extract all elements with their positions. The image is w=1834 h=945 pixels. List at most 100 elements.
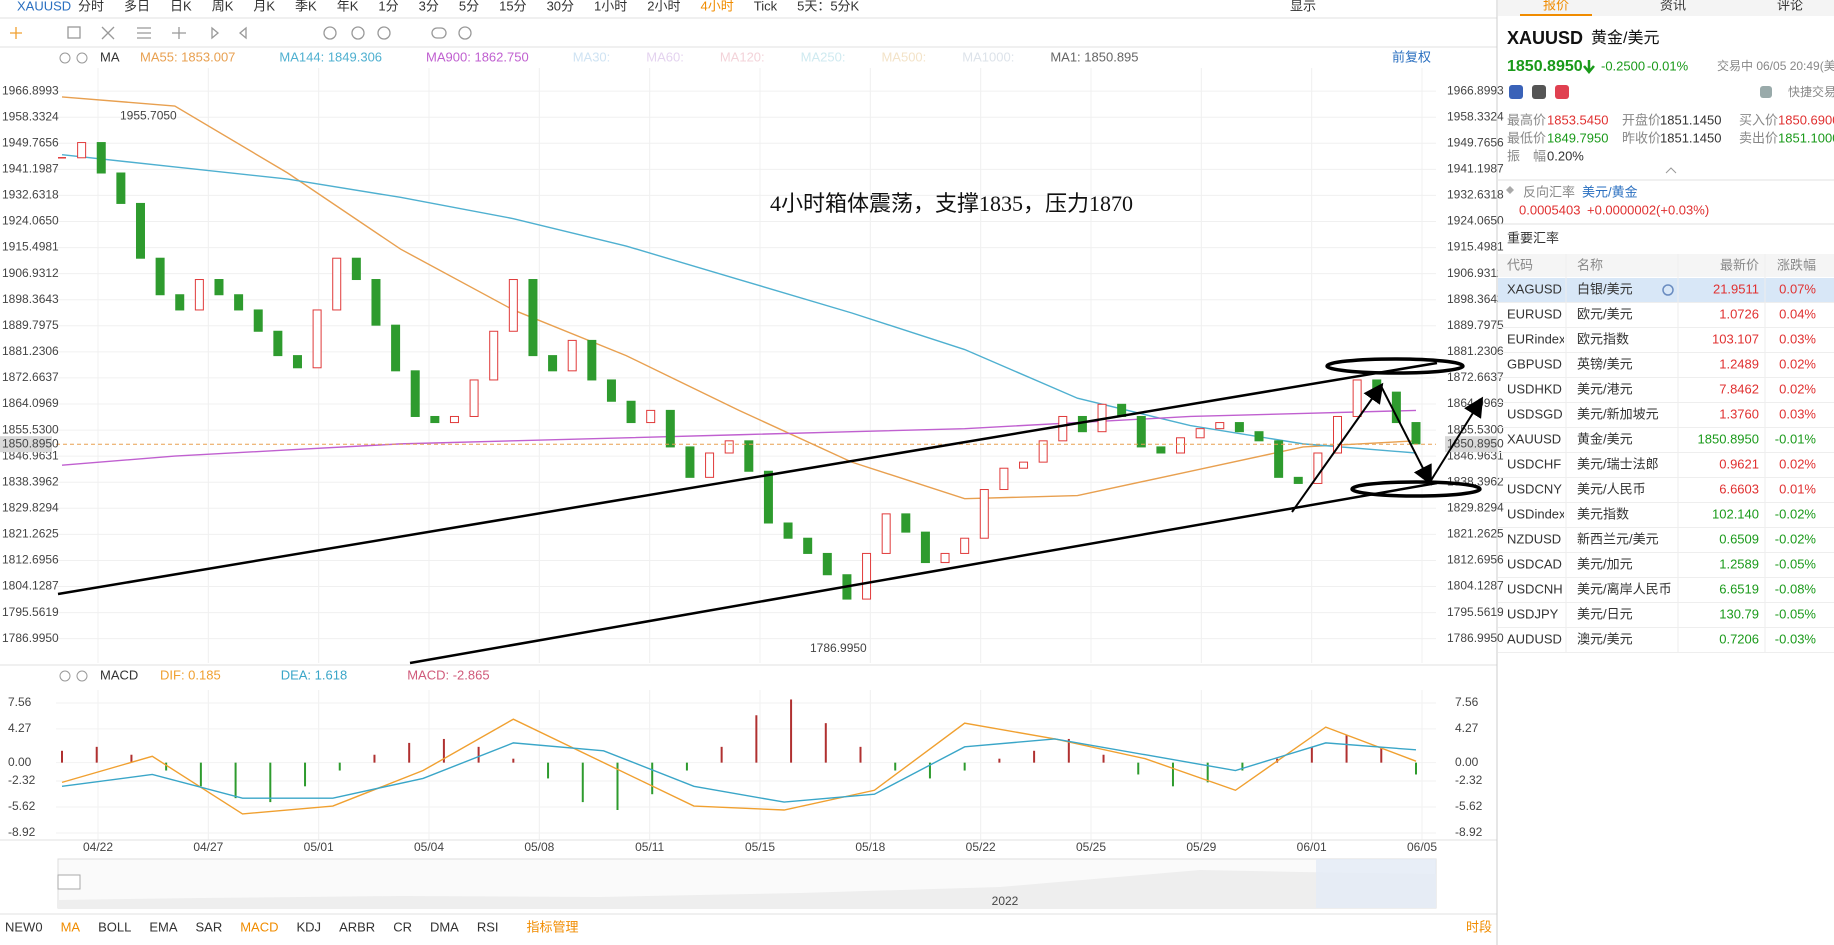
period-tab[interactable]: 5分 (459, 0, 479, 13)
code-cell[interactable]: AUDUSD (1507, 631, 1562, 646)
tool-icon[interactable] (323, 26, 337, 40)
indicator-tab[interactable]: RSI (477, 919, 499, 934)
adjust-button[interactable]: 前复权 (1392, 49, 1431, 64)
name-cell[interactable]: 英镑/美元 (1577, 356, 1633, 371)
code-cell[interactable]: NZDUSD (1507, 531, 1561, 546)
period-tab[interactable]: 1分 (378, 0, 398, 13)
name-cell[interactable]: 美元/新加坡元 (1577, 406, 1659, 421)
indicator-tab[interactable]: CR (393, 919, 412, 934)
legend-item[interactable]: MA1: 1850.895 (1050, 49, 1138, 64)
period-tab[interactable]: 2小时 (647, 0, 680, 13)
legend-item[interactable]: MA60: (646, 49, 684, 64)
period-tab[interactable]: 多日 (124, 0, 150, 13)
name-cell[interactable]: 美元/港元 (1577, 381, 1633, 396)
code-cell[interactable]: USDCHF (1507, 456, 1561, 471)
name-cell[interactable]: 白银/美元 (1577, 281, 1633, 296)
name-cell[interactable]: 新西兰元/美元 (1577, 531, 1659, 546)
code-cell[interactable]: USDindex (1507, 506, 1566, 521)
tool-icon[interactable] (351, 26, 365, 40)
inverse-pair[interactable]: 美元/黄金 (1582, 184, 1638, 199)
tool-icon[interactable] (101, 26, 115, 40)
name-cell[interactable]: 欧元指数 (1577, 331, 1629, 346)
tool-icon[interactable] (431, 27, 447, 39)
name-cell[interactable]: 美元/日元 (1577, 606, 1633, 621)
legend-item[interactable]: MA500: (881, 49, 926, 64)
period-tab[interactable]: 月K (253, 0, 275, 13)
period-tab[interactable]: 3分 (419, 0, 439, 13)
code-cell[interactable]: USDHKD (1507, 381, 1562, 396)
navigator-window[interactable] (1316, 859, 1436, 908)
period-tab[interactable]: 季K (295, 0, 317, 13)
period-tab[interactable]: 年K (337, 0, 359, 13)
tool-icon[interactable] (137, 27, 151, 39)
tool-icon[interactable] (377, 26, 391, 40)
legend-item[interactable]: MA30: (573, 49, 611, 64)
period-tab[interactable]: 周K (212, 0, 234, 13)
indicator-tab[interactable]: SAR (195, 919, 222, 934)
icon[interactable] (1760, 86, 1772, 98)
code-cell[interactable]: USDJPY (1507, 606, 1559, 621)
name-cell[interactable]: 欧元/美元 (1577, 306, 1633, 321)
indicator-tab[interactable]: EMA (149, 919, 178, 934)
code-cell[interactable]: EURindex (1507, 331, 1566, 346)
tab[interactable]: 评论 (1777, 0, 1803, 12)
indicator-manage[interactable]: 指标管理 (527, 919, 579, 934)
x-tick-label: 05/08 (524, 840, 554, 854)
indicator-tab[interactable]: DMA (430, 919, 459, 934)
indicator-tab[interactable]: MA (61, 919, 81, 934)
legend-item[interactable]: MA250: (801, 49, 846, 64)
code-cell[interactable]: GBPUSD (1507, 356, 1562, 371)
visibility-icon[interactable] (76, 52, 88, 64)
indicator-tab[interactable]: MACD (240, 919, 278, 934)
collapse-icon[interactable] (1665, 167, 1677, 174)
name-cell[interactable]: 美元/离岸人民币 (1577, 581, 1672, 596)
period-tab[interactable]: 分时 (78, 0, 104, 13)
price-cell: 21.9511 (1713, 281, 1759, 296)
name-cell[interactable]: 澳元/美元 (1577, 631, 1633, 646)
quick-trade[interactable]: 快捷交易 (1788, 84, 1834, 99)
code-cell[interactable]: USDCNH (1507, 581, 1563, 596)
indicator-tab[interactable]: BOLL (98, 919, 131, 934)
name-cell[interactable]: 美元/瑞士法郎 (1577, 456, 1659, 471)
period-tab[interactable]: 日K (170, 0, 192, 13)
period-tab[interactable]: Tick (754, 0, 778, 13)
period-tab[interactable]: 15分 (499, 0, 526, 13)
code-cell[interactable]: EURUSD (1507, 306, 1562, 321)
period-tab[interactable]: 5天：5分K (797, 0, 859, 13)
legend-item[interactable]: MA120: (720, 49, 765, 64)
display-menu[interactable]: 显示 (1290, 0, 1316, 13)
code-cell[interactable]: USDCAD (1507, 556, 1562, 571)
icon[interactable] (1555, 85, 1569, 99)
tool-icon[interactable] (211, 26, 247, 40)
tool-icon[interactable] (10, 27, 22, 39)
indicator-tab[interactable]: KDJ (297, 919, 322, 934)
navigator-handle[interactable] (57, 874, 81, 890)
period-tab[interactable]: 30分 (547, 0, 574, 13)
name-cell[interactable]: 美元指数 (1577, 506, 1629, 521)
indicator-tab[interactable]: NEW0 (5, 919, 43, 934)
code-cell[interactable]: USDCNY (1507, 481, 1562, 496)
icon[interactable] (1532, 85, 1546, 99)
code-cell[interactable]: XAUUSD (1507, 431, 1561, 446)
period-tab[interactable]: 4小时 (701, 0, 734, 13)
tool-icon[interactable] (458, 26, 472, 40)
name-cell[interactable]: 美元/加元 (1577, 556, 1633, 571)
tool-icon[interactable] (172, 27, 186, 39)
visibility-icon[interactable] (76, 670, 88, 682)
icon[interactable] (1509, 85, 1523, 99)
code-cell[interactable]: USDSGD (1507, 406, 1563, 421)
watch-icon[interactable] (1662, 284, 1674, 296)
settings-icon[interactable] (59, 670, 71, 682)
tab[interactable]: 资讯 (1660, 0, 1686, 12)
tool-icon[interactable] (67, 26, 81, 39)
legend-item[interactable]: MA1000: (962, 49, 1014, 64)
period-tab[interactable]: 1小时 (594, 0, 627, 13)
period-button[interactable]: 时段 (1466, 919, 1492, 934)
settings-icon[interactable] (59, 52, 71, 64)
name-cell[interactable]: 美元/人民币 (1577, 481, 1646, 496)
code-cell[interactable]: XAGUSD (1507, 281, 1562, 296)
indicator-tab[interactable]: ARBR (339, 919, 375, 934)
name-cell[interactable]: 黄金/美元 (1577, 431, 1633, 446)
symbol-tab[interactable]: XAUUSD (17, 0, 71, 13)
tab[interactable]: 报价 (1543, 0, 1569, 12)
